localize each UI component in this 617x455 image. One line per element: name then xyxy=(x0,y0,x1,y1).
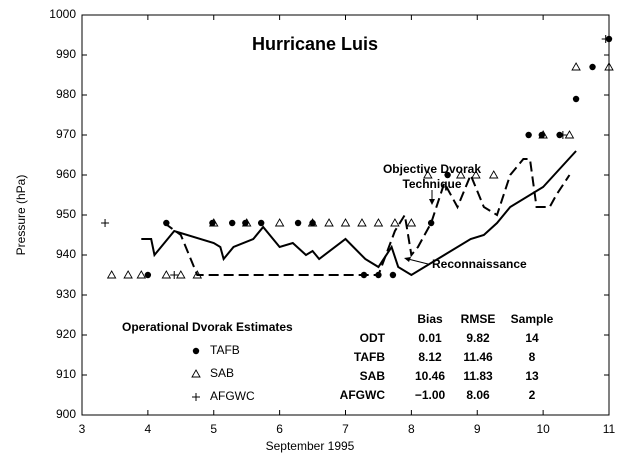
recon-line xyxy=(141,150,577,277)
sab-point xyxy=(538,130,548,139)
table-cell: 2 xyxy=(529,388,536,402)
sab-point xyxy=(390,218,400,227)
y-tick-label: 1000 xyxy=(49,7,76,21)
tafb-point xyxy=(228,219,236,227)
sab-point xyxy=(373,218,384,227)
x-tick-label: 4 xyxy=(145,422,152,436)
recon-label: Reconnaissance xyxy=(432,257,527,271)
afgwc-point xyxy=(558,131,567,139)
sab-point xyxy=(340,218,351,227)
afgwc-point xyxy=(101,219,110,227)
x-tick-label: 11 xyxy=(603,422,616,436)
y-tick-label: 900 xyxy=(56,407,76,421)
sab-point xyxy=(564,130,575,139)
table-cell: 11.46 xyxy=(463,350,493,364)
sab-point xyxy=(274,218,285,227)
tafb-point xyxy=(192,347,200,355)
afgwc-point xyxy=(192,393,200,401)
y-tick-label: 930 xyxy=(56,287,76,301)
sab-point xyxy=(324,218,334,227)
x-tick-label: 10 xyxy=(536,422,550,436)
x-tick-label: 9 xyxy=(474,422,481,436)
x-tick-label: 5 xyxy=(210,422,217,436)
y-tick-label: 910 xyxy=(56,367,76,381)
table-cell: 10.46 xyxy=(415,369,445,383)
table-cell: 8.12 xyxy=(418,350,442,364)
sab-point xyxy=(406,218,417,227)
tafb-point xyxy=(294,219,302,227)
table-cell: 11.83 xyxy=(463,369,493,383)
sab-point xyxy=(136,270,147,279)
legend-title: Operational Dvorak Estimates xyxy=(122,320,293,334)
table-cell: 8.06 xyxy=(466,388,490,402)
y-tick-label: 980 xyxy=(56,87,76,101)
tafb-point xyxy=(589,63,596,71)
tafb-point xyxy=(427,219,435,227)
table-header: Bias xyxy=(417,312,443,326)
sab-point xyxy=(423,170,433,179)
table-header: RMSE xyxy=(461,312,496,326)
y-tick-label: 950 xyxy=(56,207,76,221)
y-tick-label: 920 xyxy=(56,327,76,341)
x-tick-label: 7 xyxy=(342,422,349,436)
legend-label: TAFB xyxy=(210,343,240,357)
sab-point xyxy=(604,62,614,71)
recon-arrow xyxy=(407,258,429,265)
table-row-label: AFGWC xyxy=(340,388,386,402)
recon-arrowhead xyxy=(404,257,411,262)
tafb-point xyxy=(257,219,265,227)
sab-point xyxy=(488,170,499,179)
y-tick-label: 960 xyxy=(56,167,76,181)
table-cell: −1.00 xyxy=(415,388,446,402)
table-row-label: TAFB xyxy=(354,350,385,364)
sab-point xyxy=(241,218,252,227)
sab-point xyxy=(357,218,367,227)
sab-point xyxy=(176,270,186,279)
table-cell: 13 xyxy=(525,369,539,383)
sab-point xyxy=(208,218,219,227)
tafb-point xyxy=(572,95,580,103)
x-tick-label: 3 xyxy=(79,422,86,436)
sab-point xyxy=(161,270,172,279)
x-tick-label: 8 xyxy=(408,422,415,436)
legend-label: AFGWC xyxy=(210,389,255,403)
table-row-label: ODT xyxy=(360,331,386,345)
sab-point xyxy=(456,170,466,179)
afgwc-point xyxy=(170,271,179,279)
afgwc-point xyxy=(601,35,610,43)
tafb-point xyxy=(444,171,451,179)
chart-title: Hurricane Luis xyxy=(252,34,378,54)
table-row-label: SAB xyxy=(360,369,386,383)
table-header: Sample xyxy=(511,312,554,326)
sab-point xyxy=(307,218,318,227)
x-tick-label: 6 xyxy=(276,422,283,436)
tafb-point xyxy=(525,131,532,139)
legend-label: SAB xyxy=(210,366,234,380)
odt-arrowhead xyxy=(429,199,435,205)
x-axis-label: September 1995 xyxy=(266,439,355,453)
table-cell: 8 xyxy=(529,350,536,364)
y-tick-label: 990 xyxy=(56,47,76,61)
tafb-point xyxy=(144,271,152,279)
y-tick-label: 970 xyxy=(56,127,76,141)
table-cell: 0.01 xyxy=(418,331,442,345)
sab-point xyxy=(571,62,581,71)
sab-point xyxy=(123,270,133,279)
tafb-point xyxy=(389,271,397,279)
y-axis-label: Pressure (hPa) xyxy=(14,175,28,256)
sab-point xyxy=(471,170,481,179)
sab-point xyxy=(106,270,117,279)
table-cell: 14 xyxy=(525,331,539,345)
odt-label: Objective Dvorak Technique xyxy=(382,162,482,191)
sab-point xyxy=(191,369,201,378)
table-cell: 9.82 xyxy=(466,331,490,345)
y-tick-label: 940 xyxy=(56,247,76,261)
